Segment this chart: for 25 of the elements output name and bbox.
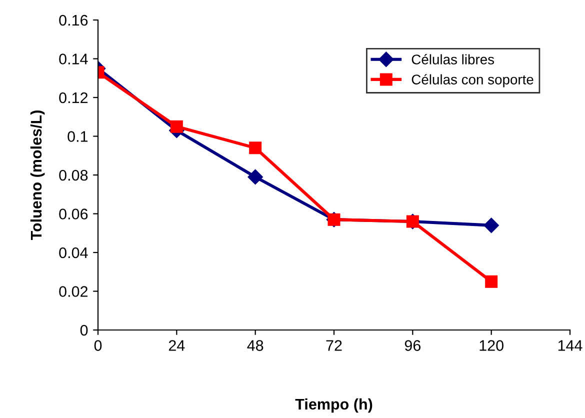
x-tick-label: 24 [168, 340, 185, 351]
point [249, 142, 262, 154]
point [485, 275, 498, 288]
y-tick-label: 0.04 [59, 247, 88, 258]
y-tick-label: 0.02 [59, 286, 88, 297]
point [484, 218, 499, 233]
y-tick-label: 0 [80, 324, 88, 336]
y-tick-label: 0.08 [59, 170, 88, 181]
x-tick-label: 96 [404, 340, 420, 351]
y-tick-label: 0.16 [59, 14, 88, 26]
x-tick-label: 72 [326, 340, 342, 351]
y-tick-label: 0.14 [59, 54, 88, 64]
legend-label: Células con soporte [412, 74, 534, 88]
y-axis-title: Tolueno (moles/L) [30, 110, 45, 240]
x-tick-label: 144 [558, 340, 582, 351]
y-tick-label: 0.1 [68, 131, 88, 142]
y-tick-label: 0.06 [59, 208, 88, 220]
x-axis-title: Tiempo (h) [295, 398, 372, 413]
point [248, 169, 263, 185]
x-tick-label: 0 [94, 340, 102, 351]
x-tick-label: 120 [480, 340, 504, 351]
point [170, 120, 183, 133]
legend-label: Células libres [412, 54, 494, 64]
y-tick-label: 0.12 [59, 92, 88, 104]
x-tick-label: 48 [247, 340, 264, 351]
